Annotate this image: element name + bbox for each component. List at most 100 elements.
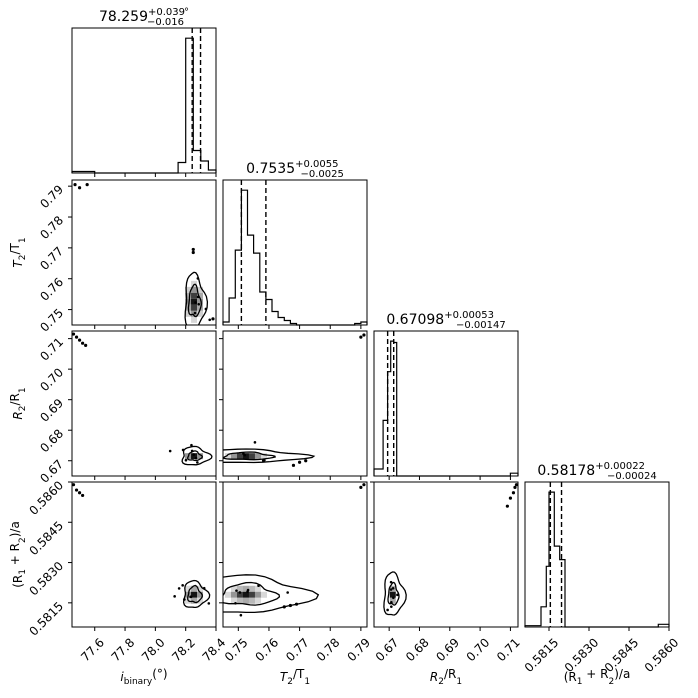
sample-point [286,591,289,594]
sample-point [194,456,198,460]
sample-point [396,593,399,597]
x-tick-label: 0.69 [433,635,462,664]
density-cell [236,453,243,460]
y-tick-label: 0.77 [37,244,66,273]
scatter-panel-T2_T1-vs-R1R2_a [222,481,368,628]
panel-frame [222,481,368,628]
density-cell [254,585,261,592]
sample-point [294,602,299,606]
sample-point [211,317,215,321]
density-cell [185,585,192,592]
sample-point [511,491,516,495]
axis-label-sub: 2 [438,677,444,687]
density-cell [191,292,198,299]
x-tick-label: 0.77 [283,635,312,664]
density-cell [191,298,198,305]
title-minus: −0.00147 [456,320,506,331]
sample-point [189,595,193,599]
sample-point [508,496,513,500]
panel-frame [71,481,217,628]
sample-point [181,584,184,587]
density-layer [383,483,518,616]
y-tick-label: 0.5830 [27,559,67,599]
x-tick-label: 0.78 [314,635,343,664]
density-cell [191,597,198,604]
x-tick-label: 0.67 [373,635,402,664]
sample-point [202,586,206,590]
sample-point [514,483,518,487]
density-cell [242,591,249,598]
axis-label-main: T [280,670,289,684]
x-tick-label: 77.6 [78,635,107,664]
sample-point [196,277,200,280]
sample-point [505,504,509,508]
panel-frame [373,330,519,477]
density-cell [191,591,198,598]
title-minus: −0.016 [147,17,184,28]
axis-label-mid: /R [8,393,22,405]
axis-label-sub: binary [124,677,153,687]
density-cell [185,310,192,317]
sample-point [359,335,363,339]
density-cell [191,310,198,317]
axis-label-sub2: 1 [456,677,462,687]
contour-level-0 [387,581,400,606]
sample-point [84,343,88,347]
axis-label-sub2: 1 [304,677,310,687]
y-tick-label: 0.78 [37,213,66,242]
panel-title-R1R2_a: 0.58178+0.00022 −0.00024 [537,461,656,482]
y-axis-label-R2_R1: R2/R1 [8,387,28,419]
sample-point [513,485,517,489]
density-cell [248,585,255,592]
x-tick-label: 0.75 [222,635,251,664]
contour-level-0 [187,283,202,318]
x-axis-label-R1R2_a: (R1 + R2)/a [564,667,631,687]
density-cell [389,597,396,604]
sample-point [194,301,197,304]
histogram-step-line [71,37,217,174]
axis-label-sub: 2 [287,677,293,687]
sample-point [81,341,85,345]
x-axis-label-i_binary: ibinary(°) [120,667,167,687]
sample-point [190,449,194,453]
hist-panel-i_binary [71,27,217,174]
density-cell [191,453,198,460]
contour-level-0 [187,584,203,604]
axis-label-sub2: 1 [18,237,28,243]
sample-point [242,452,245,455]
sample-point [190,443,193,447]
density-cell [254,591,261,598]
density-cell [230,597,237,604]
density-cell [197,453,204,460]
panel-title-R2_R1: 0.67098+0.00053 −0.00147 [386,310,505,331]
scatter-panel-i_binary-vs-T2_T1 [71,179,217,326]
scatter-panel-i_binary-vs-R2_R1 [71,330,217,477]
density-cell [197,292,204,299]
density-cell [197,585,204,592]
density-cell [197,286,204,293]
density-layer [72,483,211,609]
density-cell [248,453,255,460]
sample-point [234,601,237,605]
density-cell [254,597,261,604]
sample-point [85,183,89,187]
sample-point [192,453,196,456]
title-plus: +0.00022 [595,461,645,472]
density-cell [248,591,255,598]
x-tick-label: 78.4 [200,635,229,664]
x-tick-label: 0.71 [494,635,523,664]
title-unit: ° [184,7,189,18]
y-tick-label: 0.5815 [27,599,67,639]
y-tick-label: 0.68 [37,426,66,455]
sample-point [72,483,76,487]
density-cell [242,597,249,604]
density-cell [197,310,204,317]
density-cell [191,286,198,293]
density-cell [191,585,198,592]
panels-layer [71,27,670,628]
sample-point [168,449,172,453]
hist-panel-R2_R1 [373,330,519,477]
sample-point [204,307,208,311]
title-minus: −0.0025 [301,169,344,180]
scatter-panel-R2_R1-vs-R1R2_a [373,481,519,628]
